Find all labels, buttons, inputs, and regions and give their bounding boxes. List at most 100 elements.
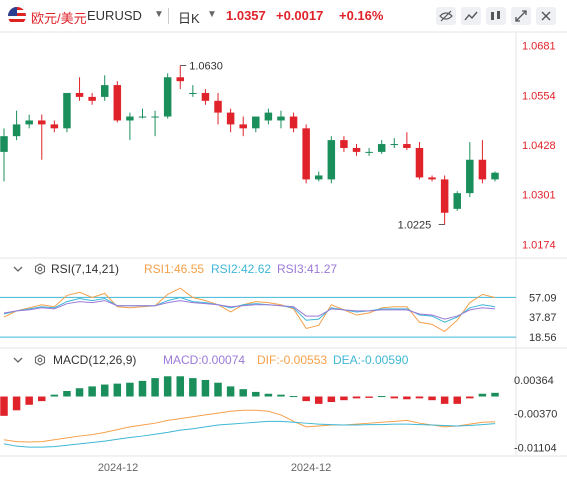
candle-body — [189, 92, 197, 94]
candle-body — [314, 175, 323, 180]
candle-body — [100, 85, 109, 97]
macd-histogram-bar — [314, 396, 323, 404]
macd-histogram-bar — [226, 386, 235, 397]
candle-body — [302, 128, 310, 180]
dif-value: DIF:-0.00553 — [257, 353, 328, 367]
macd-histogram-bar — [264, 393, 273, 397]
eye-off-icon — [439, 10, 453, 22]
rsi-axis-label: 57.09 — [529, 292, 557, 304]
chart-header: 欧元/美元 EURUSD ▼ 日K ▼ 1.0357 +0.0017 +0.16… — [0, 0, 567, 32]
candle-body — [25, 120, 33, 125]
macd-histogram-bar — [100, 384, 109, 397]
macd-histogram-bar — [415, 396, 424, 399]
draw-icon — [491, 11, 500, 20]
time-axis-label: 2024-12 — [98, 462, 138, 474]
header-divider — [168, 8, 169, 24]
candle-body — [277, 116, 285, 121]
macd-histogram-bar — [289, 396, 298, 398]
settings-icon[interactable] — [34, 263, 46, 275]
candle-body — [214, 100, 222, 113]
candle-body — [176, 77, 185, 82]
macd-axis-label: 0.00364 — [514, 375, 554, 387]
macd-histogram-bar — [88, 386, 96, 397]
us-eu-flag-icon — [8, 7, 26, 25]
hide-indicator-icon[interactable] — [12, 354, 24, 366]
candle-body — [365, 151, 373, 153]
rsi-axis-label: 18.56 — [529, 332, 557, 344]
macd-histogram-bar — [138, 380, 147, 397]
close-button[interactable] — [536, 7, 556, 25]
macd-histogram-bar — [390, 396, 399, 399]
rsi-line-rsi2 — [3, 296, 496, 323]
macd-header: MACD(12,26,9) MACD:0.00074 DIF:-0.00553 … — [0, 353, 567, 371]
symbol-label[interactable]: EURUSD — [87, 8, 142, 23]
macd-line-dif — [3, 409, 496, 443]
rsi-axis-label: 37.87 — [529, 312, 557, 324]
candle-body — [252, 116, 260, 129]
macd-histogram-bar — [277, 394, 285, 397]
symbol-cn-label[interactable]: 欧元/美元 — [31, 11, 87, 26]
candle-body — [289, 116, 298, 129]
candle-body — [75, 92, 84, 97]
rsi1-value: RSI1:46.55 — [144, 262, 205, 276]
rsi-header: RSI(7,14,21) RSI1:46.55 RSI2:42.62 RSI3:… — [0, 262, 567, 280]
candle-body — [491, 172, 499, 180]
fullscreen-button[interactable] — [511, 7, 531, 25]
macd-histogram-bar — [151, 378, 159, 397]
candle-body — [428, 177, 436, 180]
line-chart-icon — [464, 11, 478, 21]
eye-off-button[interactable] — [436, 7, 456, 25]
macd-histogram-bar — [302, 396, 310, 402]
candle-body — [138, 116, 147, 118]
candle-body — [151, 116, 159, 118]
macd-name: MACD(12,26,9) — [53, 353, 137, 367]
hide-indicator-icon[interactable] — [12, 263, 24, 275]
candle-body — [377, 144, 386, 152]
draw-button[interactable] — [486, 7, 506, 25]
candle-body — [415, 147, 424, 178]
macd-histogram-bar — [176, 376, 185, 397]
macd-histogram-bar — [201, 379, 210, 397]
candle-body — [88, 96, 96, 101]
candle-body — [264, 112, 273, 121]
candle-body — [201, 92, 210, 101]
macd-histogram-bar — [12, 396, 21, 411]
candle-body — [63, 92, 71, 129]
macd-histogram-bar — [403, 396, 411, 400]
candle-body — [239, 124, 247, 129]
macd-histogram-bar — [428, 396, 436, 401]
rsi2-value: RSI2:42.62 — [211, 262, 272, 276]
macd-histogram-bar — [75, 388, 84, 397]
candle-body — [226, 112, 235, 125]
candle-body — [478, 159, 487, 180]
macd-value: MACD:0.00074 — [163, 353, 246, 367]
macd-histogram-bar — [50, 394, 59, 397]
candle-body — [50, 124, 59, 129]
close-icon — [541, 11, 551, 21]
last-price: 1.0357 — [226, 8, 266, 23]
candle-body — [163, 77, 172, 117]
candle-body — [466, 159, 474, 194]
price-axis-label: 1.0174 — [522, 240, 556, 252]
macd-histogram-bar — [0, 396, 8, 416]
period-selector[interactable]: 日K — [178, 11, 200, 26]
rsi-line-rsi1 — [3, 287, 496, 333]
line-chart-button[interactable] — [461, 7, 481, 25]
price-axis-label: 1.0681 — [522, 40, 556, 52]
rsi-line-rsi3 — [3, 300, 496, 320]
candle-body — [453, 193, 461, 209]
period-dropdown-icon[interactable]: ▼ — [207, 9, 217, 20]
macd-histogram-bar — [478, 393, 487, 397]
high-annotation: 1.0630 — [189, 60, 223, 72]
price-change: +0.0017 — [276, 8, 324, 23]
macd-histogram-bar — [440, 396, 449, 404]
macd-histogram-bar — [126, 382, 134, 397]
macd-histogram-bar — [365, 396, 373, 398]
macd-histogram-bar — [38, 396, 46, 402]
candle-body — [327, 140, 336, 180]
settings-icon[interactable] — [34, 354, 46, 366]
candle-body — [38, 120, 46, 125]
price-axis-label: 1.0301 — [522, 190, 556, 202]
symbol-dropdown-icon[interactable]: ▼ — [154, 9, 164, 20]
